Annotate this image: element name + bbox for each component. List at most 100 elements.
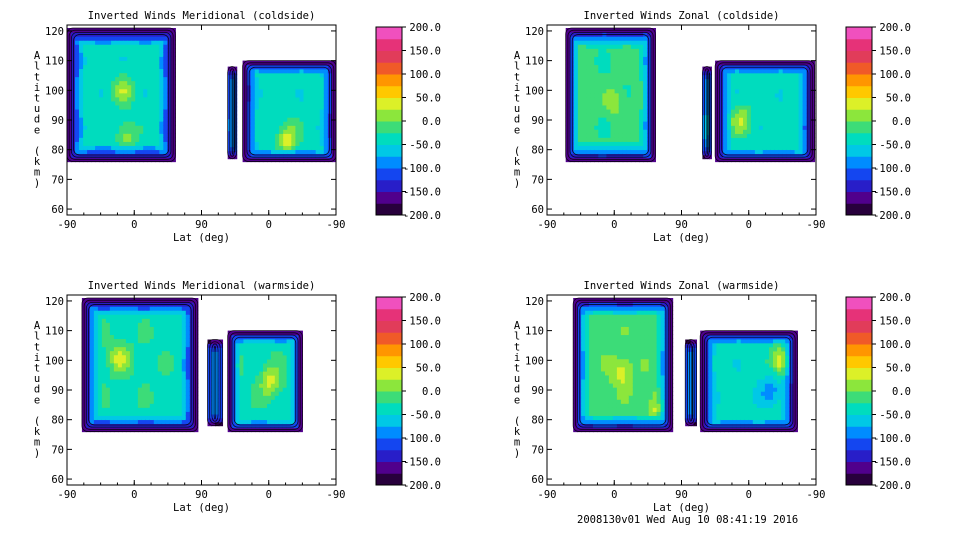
x-axis-label: Lat (deg): [653, 502, 710, 514]
y-tick-label: 60: [531, 474, 544, 486]
contour-field: [565, 27, 816, 163]
colorbar-tick-label: -100.0: [873, 163, 911, 175]
contour-field: [572, 297, 798, 433]
colorbar-tick-label: 0.0: [892, 116, 911, 128]
y-tick-label: 70: [531, 444, 544, 456]
y-tick-label: 90: [531, 385, 544, 397]
y-tick-label: 110: [45, 326, 64, 338]
y-tick-label: 80: [531, 145, 544, 157]
colorbar-tick-label: 50.0: [416, 363, 441, 375]
colorbar-tick-label: -200.0: [873, 210, 911, 222]
colorbar: 200.0 150.0 100.0 50.0 0.0 -50.0 -100.0 -150.0 -…: [845, 22, 911, 222]
colorbar-tick-label: 50.0: [886, 93, 911, 105]
y-tick-label: 110: [525, 56, 544, 68]
x-tick-label: 90: [675, 219, 688, 231]
colorbar-tick-label: 0.0: [422, 116, 441, 128]
x-axis-label: Lat (deg): [173, 502, 230, 514]
contour-region: [81, 297, 199, 433]
panel-1: Inverted Winds Meridional (coldside) -90 0…: [34, 10, 441, 244]
contour-region: [714, 60, 816, 163]
panel-3: Inverted Winds Meridional (warmside) -90 0…: [34, 280, 441, 514]
x-tick-label: 0: [746, 489, 752, 501]
x-tick-label: 0: [266, 219, 272, 231]
contour-region: [565, 27, 656, 163]
y-tick-label: 60: [51, 474, 64, 486]
x-tick-label: -90: [327, 219, 346, 231]
y-tick-label: 100: [45, 85, 64, 97]
contour-region: [227, 330, 303, 433]
colorbar-tick-label: -150.0: [403, 187, 441, 199]
x-tick-label: 90: [675, 489, 688, 501]
x-tick-label: -90: [538, 219, 557, 231]
y-tick-label: 60: [531, 204, 544, 216]
colorbar-tick-label: 200.0: [879, 292, 911, 304]
y-tick-label: 100: [525, 85, 544, 97]
y-tick-label: 70: [531, 174, 544, 186]
y-tick-label: 90: [51, 385, 64, 397]
y-tick-label: 100: [525, 355, 544, 367]
colorbar-tick-label: 200.0: [409, 292, 441, 304]
y-tick-label: 100: [45, 355, 64, 367]
x-tick-label: -90: [58, 489, 77, 501]
x-tick-label: 0: [746, 219, 752, 231]
x-tick-label: 90: [195, 219, 208, 231]
panel-title: Inverted Winds Zonal (warmside): [584, 280, 780, 292]
y-tick-label: 120: [45, 296, 64, 308]
colorbar-tick-label: -100.0: [403, 433, 441, 445]
colorbar-tick-label: -50.0: [409, 410, 441, 422]
colorbar-tick-label: 100.0: [879, 69, 911, 81]
contour-region: [684, 339, 698, 427]
contour-region: [67, 27, 176, 163]
x-tick-label: 0: [131, 489, 137, 501]
timestamp-footer: 2008130v01 Wed Aug 10 08:41:19 2016: [577, 514, 799, 526]
y-tick-label: 110: [45, 56, 64, 68]
colorbar-tick-label: 0.0: [422, 386, 441, 398]
colorbar-tick-label: -100.0: [873, 433, 911, 445]
colorbar-tick-label: 150.0: [409, 316, 441, 328]
colorbar-tick-label: -150.0: [873, 187, 911, 199]
x-tick-label: 0: [611, 489, 617, 501]
x-axis-label: Lat (deg): [173, 232, 230, 244]
panel-title: Inverted Winds Meridional (coldside): [88, 10, 316, 22]
colorbar-tick-label: 100.0: [409, 69, 441, 81]
colorbar: 200.0 150.0 100.0 50.0 0.0 -50.0 -100.0 -150.0 -…: [375, 22, 441, 222]
contour-field: [67, 27, 336, 163]
colorbar: 200.0 150.0 100.0 50.0 0.0 -50.0 -100.0 -150.0 -…: [845, 292, 911, 492]
colorbar: 200.0 150.0 100.0 50.0 0.0 -50.0 -100.0 -150.0 -…: [375, 292, 441, 492]
x-tick-label: -90: [58, 219, 77, 231]
colorbar-tick-label: 100.0: [879, 339, 911, 351]
x-tick-label: 0: [131, 219, 137, 231]
panel-4: Inverted Winds Zonal (warmside) -90 0 90 0 -9…: [514, 280, 911, 514]
y-tick-label: 80: [531, 415, 544, 427]
y-tick-label: 120: [525, 296, 544, 308]
x-tick-label: 0: [611, 219, 617, 231]
colorbar-tick-label: 200.0: [409, 22, 441, 34]
y-tick-label: 80: [51, 415, 64, 427]
colorbar-tick-label: -100.0: [403, 163, 441, 175]
y-tick-label: 120: [525, 26, 544, 38]
panel-title: Inverted Winds Meridional (warmside): [88, 280, 316, 292]
colorbar-tick-label: -50.0: [879, 410, 911, 422]
contour-region: [242, 60, 336, 163]
colorbar-tick-label: -200.0: [873, 480, 911, 492]
colorbar-tick-label: 150.0: [879, 46, 911, 58]
colorbar-tick-label: -150.0: [403, 457, 441, 469]
x-axis-label: Lat (deg): [653, 232, 710, 244]
contour-region: [699, 330, 798, 433]
panel-2: Inverted Winds Zonal (coldside) -90 0 90 0 -9…: [514, 10, 911, 244]
colorbar-tick-label: 0.0: [892, 386, 911, 398]
y-tick-label: 90: [51, 115, 64, 127]
y-tick-label: 110: [525, 326, 544, 338]
colorbar-tick-label: 50.0: [886, 363, 911, 375]
y-tick-label: 70: [51, 174, 64, 186]
colorbar-tick-label: 150.0: [409, 46, 441, 58]
x-tick-label: 90: [195, 489, 208, 501]
colorbar-tick-label: -150.0: [873, 457, 911, 469]
colorbar-tick-label: 100.0: [409, 339, 441, 351]
x-tick-label: -90: [807, 489, 826, 501]
colorbar-tick-label: -50.0: [409, 140, 441, 152]
contour-region: [702, 66, 712, 160]
y-tick-label: 120: [45, 26, 64, 38]
